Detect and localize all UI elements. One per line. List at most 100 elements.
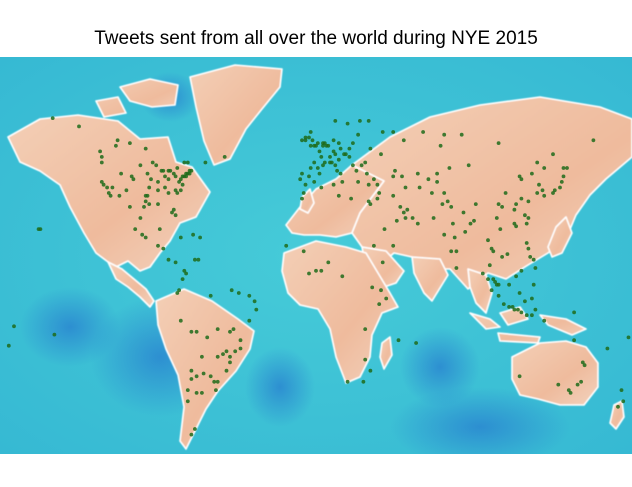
tweet-point	[523, 213, 527, 218]
tweet-point	[247, 293, 252, 298]
tweet-point	[498, 227, 503, 232]
tweet-point	[426, 177, 431, 182]
tweet-point	[331, 182, 336, 187]
tweet-point	[343, 152, 348, 157]
tweet-point	[193, 257, 197, 262]
tweet-point	[449, 205, 454, 209]
tweet-point	[491, 249, 496, 254]
tweet-point	[347, 146, 352, 151]
tweet-point	[317, 171, 322, 176]
tweet-point	[196, 257, 201, 262]
tweet-point	[368, 202, 373, 207]
tweet-point	[222, 155, 227, 159]
tweet-point	[480, 271, 485, 276]
tweet-point	[300, 196, 304, 201]
tweet-point	[329, 160, 334, 165]
tweet-point	[384, 296, 389, 301]
tweet-point	[312, 180, 317, 184]
tweet-point	[582, 363, 587, 368]
tweet-point	[379, 288, 383, 293]
tweet-point	[307, 135, 311, 140]
tweet-point	[530, 171, 534, 176]
tweet-point	[178, 188, 183, 193]
tweet-point	[194, 391, 199, 395]
tweet-point	[119, 171, 123, 176]
tweet-point	[156, 180, 160, 184]
tweet-point	[303, 138, 308, 143]
tweet-point	[572, 310, 576, 315]
tweet-point	[180, 182, 185, 187]
tweet-point	[496, 293, 501, 298]
tweet-point	[184, 174, 189, 179]
tweet-point	[315, 166, 320, 170]
tweet-point	[528, 255, 533, 259]
tweet-point	[363, 327, 368, 331]
tweet-point	[321, 143, 325, 148]
tweet-point	[300, 171, 304, 176]
tweet-point	[300, 138, 304, 143]
tweet-point	[115, 138, 120, 143]
tweet-point	[156, 243, 160, 248]
land-africa	[281, 240, 399, 384]
tweet-point	[565, 166, 569, 170]
tweet-point	[568, 391, 573, 395]
tweet-point	[224, 349, 229, 354]
tweet-point	[526, 246, 531, 251]
tweet-point	[117, 193, 122, 198]
tweet-point	[445, 199, 450, 204]
tweet-point	[301, 249, 306, 254]
tweet-point	[365, 171, 369, 176]
tweet-point	[519, 177, 524, 182]
tweet-point	[208, 293, 213, 298]
tweet-point	[517, 174, 522, 179]
tweet-point	[463, 230, 468, 234]
tweet-point	[531, 257, 536, 262]
tweet-point	[98, 149, 102, 154]
tweet-point	[228, 329, 232, 334]
tweet-point	[194, 329, 199, 334]
tweet-point	[561, 166, 566, 170]
tweet-point	[379, 152, 383, 157]
tweet-point	[489, 288, 494, 293]
tweet-point	[380, 130, 385, 134]
land-new-zealand	[609, 400, 625, 430]
tweet-point	[138, 163, 143, 168]
land-japan	[547, 216, 573, 258]
tweet-point	[558, 185, 562, 190]
tweet-point	[142, 205, 146, 209]
tweet-point	[161, 168, 166, 173]
tweet-point	[201, 371, 206, 376]
tweet-point	[170, 210, 174, 215]
tweet-point	[370, 285, 375, 290]
tweet-point	[380, 260, 385, 265]
tweet-point	[496, 282, 501, 287]
tweet-point	[366, 199, 371, 204]
tweet-point	[551, 152, 555, 157]
tweet-point	[182, 160, 187, 165]
tweet-point	[514, 274, 518, 279]
land-india	[411, 256, 449, 302]
tweet-point	[340, 274, 345, 279]
tweet-point	[326, 143, 331, 148]
tweet-point	[621, 399, 626, 404]
tweet-point	[519, 268, 524, 273]
tweet-point	[575, 382, 580, 387]
tweet-point	[391, 243, 396, 248]
tweet-point	[193, 427, 197, 431]
tweet-point	[356, 180, 360, 184]
tweet-point	[189, 329, 194, 334]
tweet-point	[516, 307, 520, 312]
tweet-point	[580, 360, 585, 365]
tweet-point	[105, 185, 109, 190]
tweet-point	[435, 171, 439, 176]
tweet-point	[431, 216, 436, 220]
tweet-point	[401, 138, 406, 143]
tweet-point	[185, 388, 190, 392]
tweet-point	[177, 180, 182, 184]
tweet-point	[442, 232, 447, 237]
tweet-point	[556, 382, 561, 387]
tweet-point	[473, 202, 478, 207]
tweet-point	[215, 327, 220, 331]
tweet-point	[184, 271, 189, 276]
tweet-point	[319, 268, 324, 273]
